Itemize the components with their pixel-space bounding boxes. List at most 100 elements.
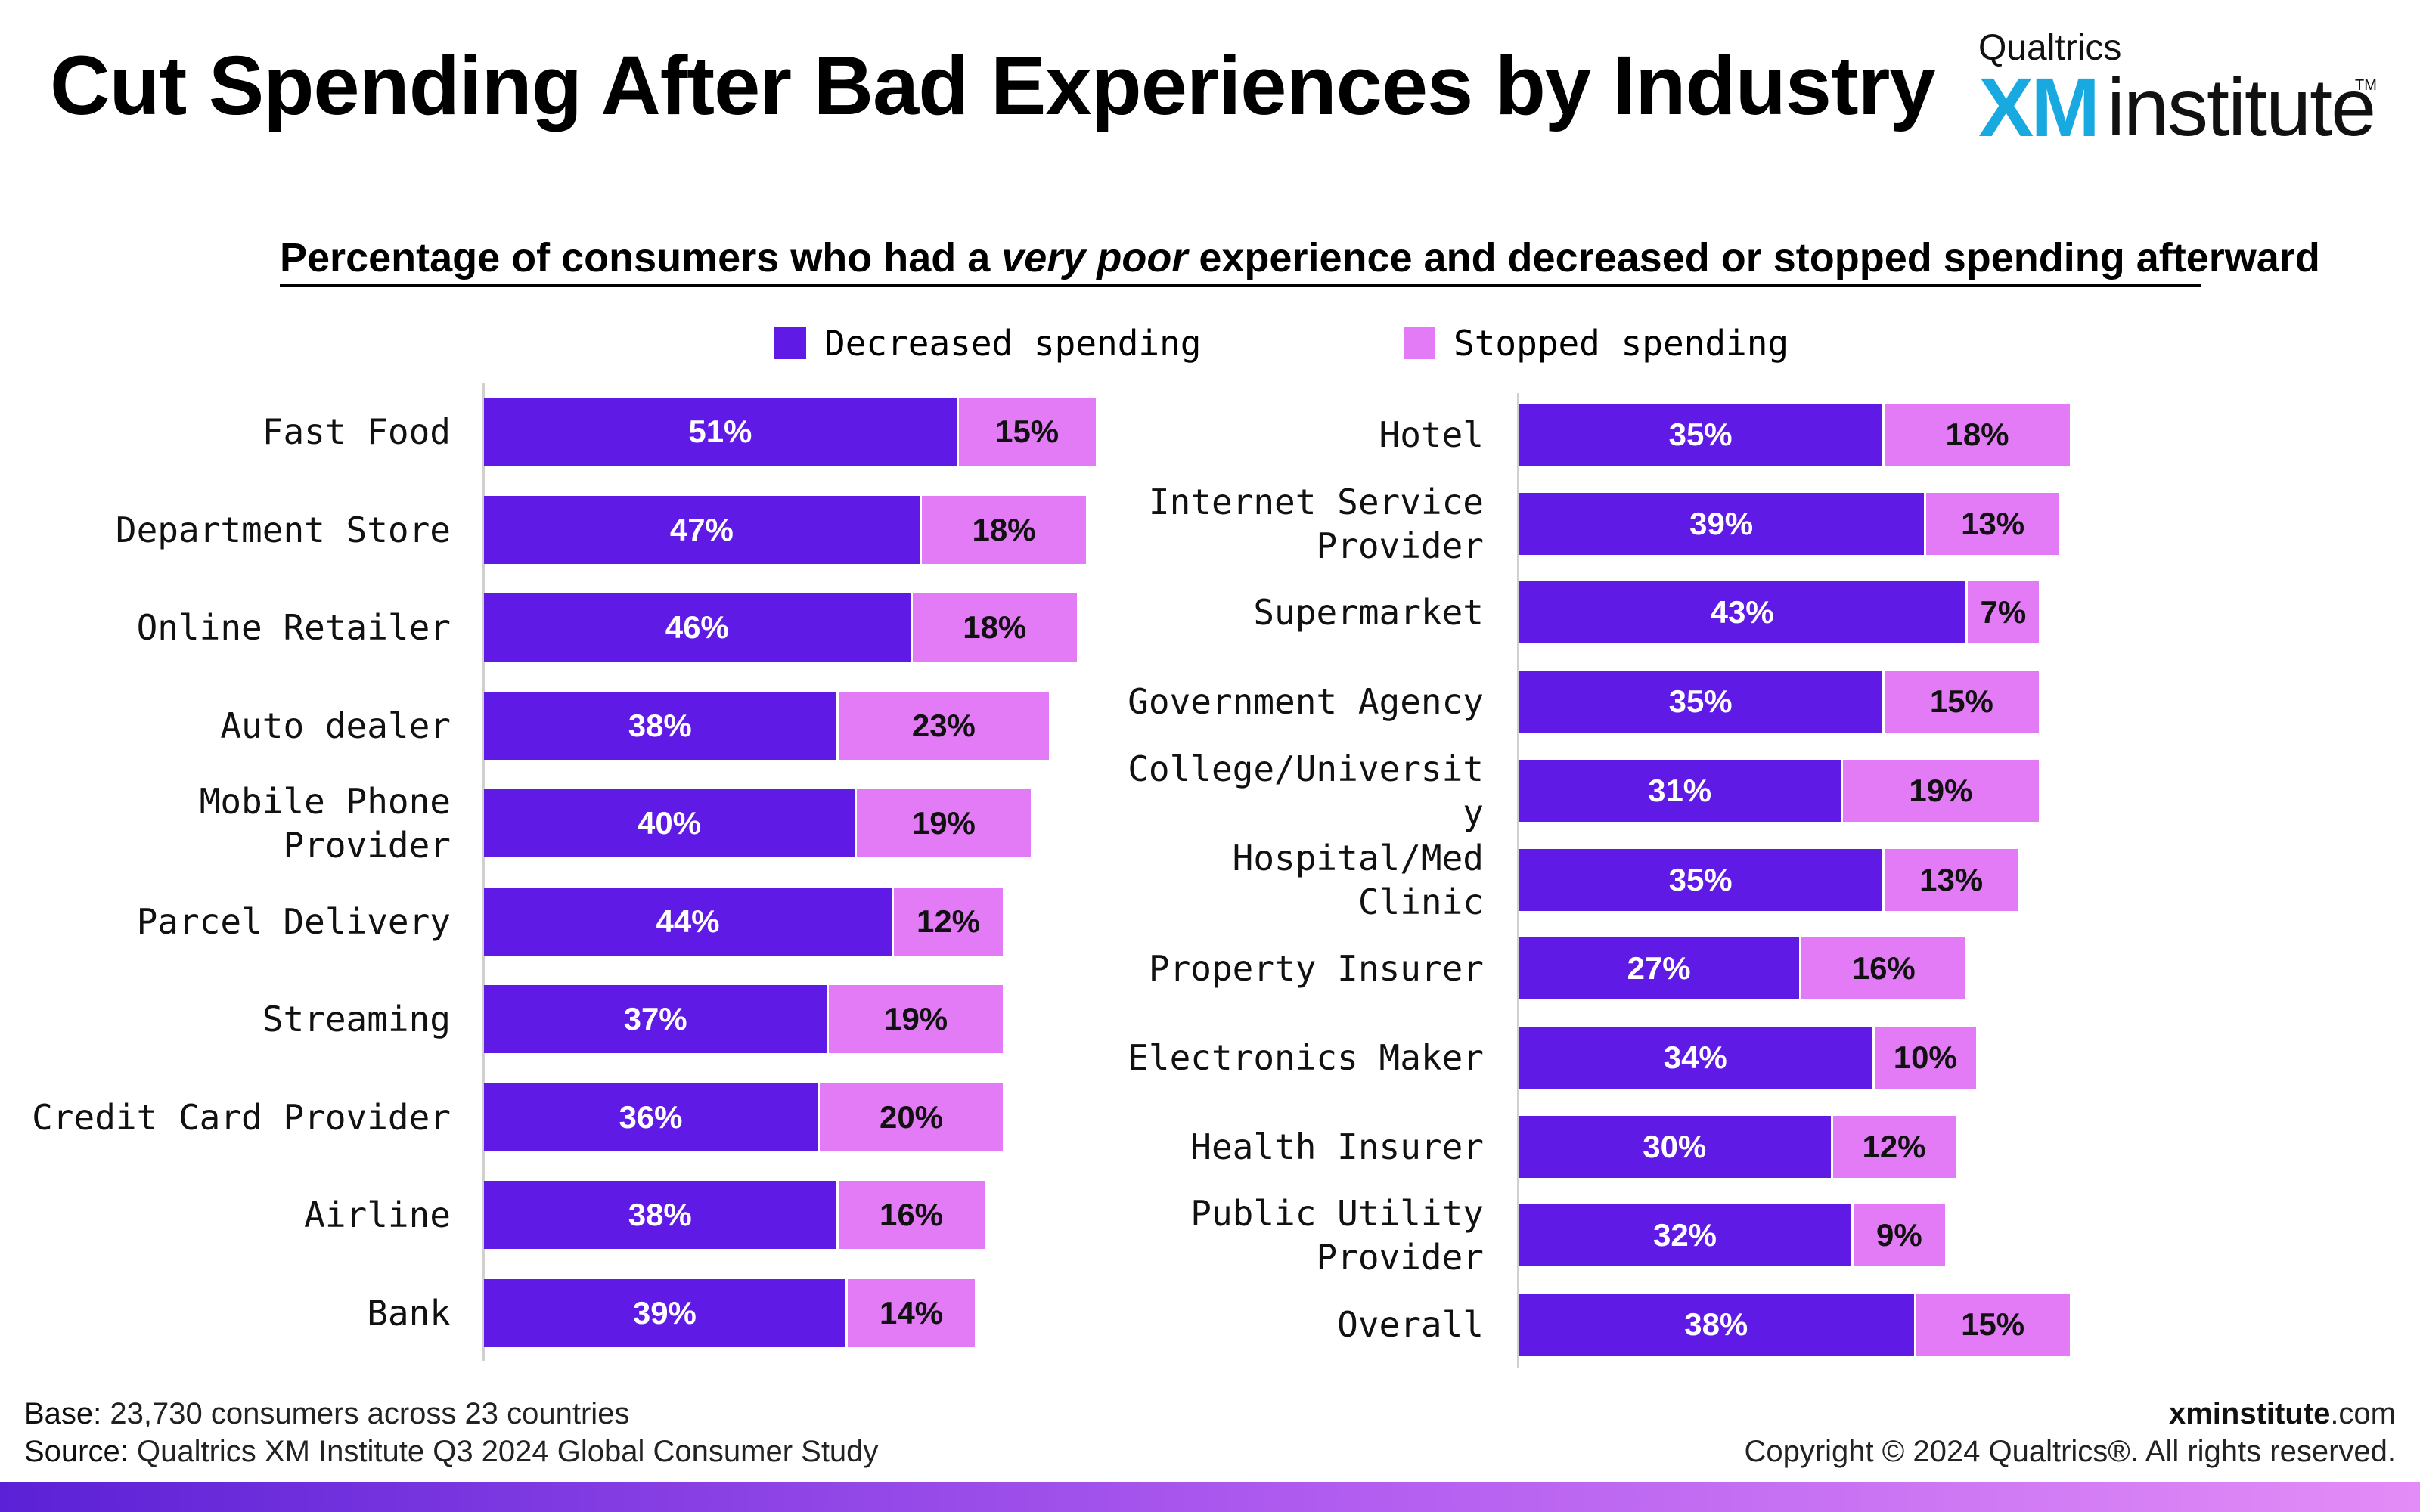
bar-decreased: 34% xyxy=(1519,1026,1872,1089)
bar-decreased: 39% xyxy=(484,1278,845,1347)
bar-decreased: 38% xyxy=(484,1181,836,1249)
bar-decreased: 30% xyxy=(1519,1115,1831,1178)
bar-value-label: 18% xyxy=(972,511,1036,547)
bar-value-label: 14% xyxy=(879,1294,944,1331)
bar-value-label: 16% xyxy=(1851,950,1916,987)
bar-value-label: 51% xyxy=(688,414,752,449)
website-link[interactable]: xminstitute.com xyxy=(1744,1395,2396,1433)
bar-value-label: 39% xyxy=(632,1294,697,1331)
category-label: Airline xyxy=(304,1194,451,1235)
bar-stopped: 19% xyxy=(827,985,1003,1053)
bar-stopped: 13% xyxy=(1924,492,2059,555)
page-title: Cut Spending After Bad Experiences by In… xyxy=(50,39,1936,132)
category-label: Public Utility Provider xyxy=(1190,1193,1484,1278)
bar-stopped: 23% xyxy=(836,691,1050,760)
bar-value-label: 35% xyxy=(1668,861,1733,897)
chart-axis-line xyxy=(1517,393,1519,1368)
bar-decreased: 36% xyxy=(484,1083,818,1151)
category-label: Health Insurer xyxy=(1190,1126,1484,1167)
bar-value-label: 19% xyxy=(884,1001,948,1036)
bar-value-label: 38% xyxy=(628,1197,692,1232)
logo-xm-text: XM xyxy=(1978,61,2100,154)
bar-decreased: 37% xyxy=(484,985,827,1053)
logo-trademark: TM xyxy=(2355,77,2377,94)
bar-value-label: 13% xyxy=(1919,861,1984,897)
category-label: Streaming xyxy=(262,999,451,1040)
bar-decreased: 35% xyxy=(1519,671,1883,733)
bar-value-label: 13% xyxy=(1961,505,2025,541)
subtitle-underline xyxy=(280,284,2201,287)
bar-decreased: 38% xyxy=(484,691,836,760)
bar-decreased: 32% xyxy=(1519,1204,1851,1267)
bar-stopped: 18% xyxy=(910,593,1077,662)
footer-right: xminstitute.com Copyright © 2024 Qualtri… xyxy=(1744,1395,2396,1470)
bar-value-label: 32% xyxy=(1652,1217,1717,1253)
source-note: Source: Qualtrics XM Institute Q3 2024 G… xyxy=(24,1433,878,1470)
bar-decreased: 46% xyxy=(484,593,911,662)
qualtrics-xm-institute-logo: Qualtrics XM institute TM xyxy=(1978,27,2377,154)
website-tld: .com xyxy=(2330,1397,2396,1430)
category-label: Online Retailer xyxy=(136,607,451,648)
category-label: Internet Service Provider xyxy=(1148,481,1484,566)
bar-value-label: 10% xyxy=(1893,1039,1957,1075)
legend-label-stopped: Stopped spending xyxy=(1454,323,1789,364)
bar-stopped: 16% xyxy=(1799,937,1966,1000)
bar-stopped: 12% xyxy=(892,887,1003,956)
bar-stopped: 15% xyxy=(956,398,1096,466)
bar-stopped: 9% xyxy=(1851,1204,1945,1267)
bar-value-label: 35% xyxy=(1668,417,1733,452)
bar-stopped: 18% xyxy=(919,495,1087,564)
bar-value-label: 23% xyxy=(911,707,976,743)
category-label: Credit Card Provider xyxy=(32,1096,451,1138)
bar-stopped: 16% xyxy=(836,1181,985,1249)
bar-value-label: 39% xyxy=(1689,505,1754,541)
bar-value-label: 47% xyxy=(669,511,734,547)
bar-stopped: 14% xyxy=(845,1278,976,1347)
category-label: Department Store xyxy=(115,509,451,550)
bar-decreased: 51% xyxy=(484,398,957,466)
category-label: Bank xyxy=(367,1292,451,1334)
category-label: Hospital/Med Clinic xyxy=(1232,837,1484,922)
bar-stopped: 20% xyxy=(818,1083,1003,1151)
category-label: College/Universit y xyxy=(1128,748,1484,833)
bar-value-label: 7% xyxy=(1980,594,2027,631)
category-label: Government Agency xyxy=(1128,681,1484,723)
bar-stopped: 19% xyxy=(1841,759,2039,822)
category-label: Mobile Phone Provider xyxy=(199,781,451,866)
bar-value-label: 16% xyxy=(879,1197,944,1232)
website-domain: xminstitute xyxy=(2168,1397,2331,1430)
bar-decreased: 39% xyxy=(1519,492,1925,555)
bar-stopped: 15% xyxy=(1882,671,2039,733)
category-label: Property Insurer xyxy=(1148,948,1484,990)
bar-value-label: 46% xyxy=(665,609,729,645)
bar-value-label: 15% xyxy=(1929,683,1993,720)
base-text: 23,730 consumers across 23 countries xyxy=(101,1397,630,1430)
category-label: Hotel xyxy=(1379,414,1484,455)
bar-stopped: 7% xyxy=(1965,581,2039,644)
legend-swatch-stopped xyxy=(1404,327,1435,359)
legend-label-decreased: Decreased spending xyxy=(824,323,1202,364)
logo-qualtrics-text: Qualtrics xyxy=(1978,28,2122,68)
bar-value-label: 12% xyxy=(1862,1128,1926,1164)
bar-value-label: 19% xyxy=(1909,772,1973,808)
bar-value-label: 15% xyxy=(1961,1306,2025,1342)
bar-stopped: 15% xyxy=(1913,1294,2070,1356)
bar-stopped: 10% xyxy=(1872,1026,1976,1089)
category-label: Overall xyxy=(1337,1304,1484,1345)
source-label: Source: xyxy=(24,1435,129,1468)
bar-value-label: 18% xyxy=(963,609,1027,645)
bar-value-label: 40% xyxy=(637,805,702,841)
bar-decreased: 38% xyxy=(1519,1294,1914,1356)
bar-stopped: 19% xyxy=(855,789,1031,857)
bar-value-label: 37% xyxy=(623,1001,687,1036)
bar-stopped: 12% xyxy=(1830,1115,1956,1178)
source-text: Qualtrics XM Institute Q3 2024 Global Co… xyxy=(128,1435,879,1468)
bar-value-label: 44% xyxy=(656,903,720,939)
bar-value-label: 36% xyxy=(619,1098,683,1135)
legend-swatch-decreased xyxy=(774,327,806,359)
legend-item-stopped: Stopped spending xyxy=(1404,322,1789,364)
footnote: Base: 23,730 consumers across 23 countri… xyxy=(24,1395,878,1470)
bar-value-label: 15% xyxy=(995,414,1060,449)
category-label: Electronics Maker xyxy=(1128,1036,1484,1078)
base-note: Base: 23,730 consumers across 23 countri… xyxy=(24,1395,878,1433)
